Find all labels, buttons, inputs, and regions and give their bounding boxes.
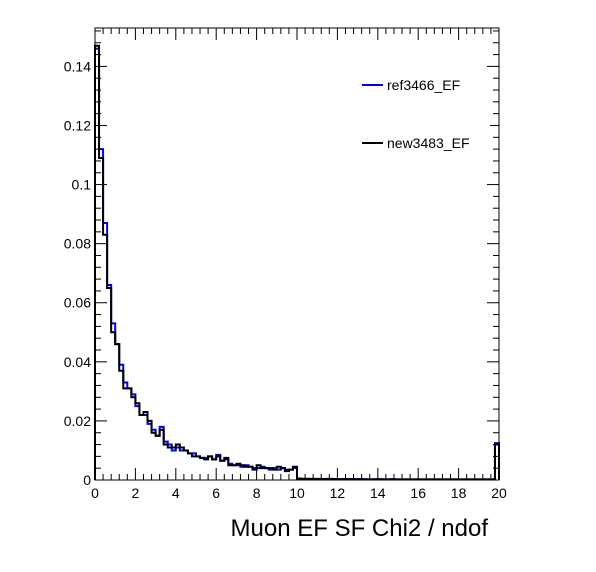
y-tick-label: 0.06 bbox=[64, 295, 91, 311]
x-tick-label: 18 bbox=[451, 485, 467, 501]
x-tick-label: 6 bbox=[212, 485, 220, 501]
x-tick-label: 14 bbox=[370, 485, 386, 501]
x-tick-label: 4 bbox=[172, 485, 180, 501]
legend: ref3466_EF new3483_EF bbox=[356, 68, 490, 168]
x-tick-label: 0 bbox=[91, 485, 99, 501]
histogram-series-1 bbox=[94, 44, 500, 481]
x-tick-label: 2 bbox=[132, 485, 140, 501]
y-tick-label: 0.08 bbox=[64, 236, 91, 252]
x-axis-title: Muon EF SF Chi2 / ndof bbox=[231, 515, 489, 542]
axis-ticks-layer bbox=[94, 28, 500, 481]
legend-label-new: new3483_EF bbox=[387, 135, 470, 151]
y-tick-label: 0.1 bbox=[72, 177, 92, 193]
x-tick-label: 8 bbox=[253, 485, 261, 501]
x-tick-label: 10 bbox=[289, 485, 305, 501]
plot-frame bbox=[94, 27, 500, 481]
y-tick-label: 0 bbox=[83, 472, 91, 488]
x-tick-label: 12 bbox=[330, 485, 346, 501]
tick-labels-layer: 0 2 4 6 8 10 12 14 16 18 20 0 0.02 0.04 0.06 0.08 0.1 0.1… bbox=[64, 58, 507, 501]
y-tick-label: 0.14 bbox=[64, 58, 91, 74]
legend-label-ref: ref3466_EF bbox=[387, 77, 460, 93]
x-tick-label: 16 bbox=[410, 485, 426, 501]
y-tick-label: 0.12 bbox=[64, 117, 91, 133]
x-tick-label: 20 bbox=[491, 485, 507, 501]
y-tick-label: 0.02 bbox=[64, 413, 91, 429]
histogram-series-layer bbox=[94, 44, 500, 481]
y-tick-label: 0.04 bbox=[64, 354, 91, 370]
